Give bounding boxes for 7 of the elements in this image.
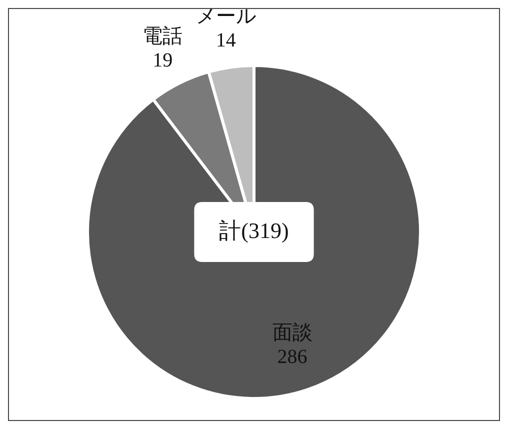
data-label: 19 (152, 49, 173, 72)
data-label: 14 (216, 30, 236, 52)
slice-label: 電話 (142, 25, 183, 48)
text: 計(319) (219, 218, 289, 243)
data-label: 286 (277, 346, 308, 368)
slice-label: 面談 (272, 322, 312, 344)
slice-label: メール (196, 6, 256, 28)
